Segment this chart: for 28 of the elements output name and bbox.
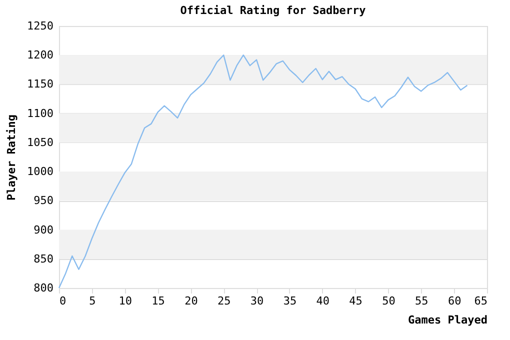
x-tick-label: 25 [217, 294, 231, 308]
x-tick-label: 55 [415, 294, 428, 308]
chart-title: Official Rating for Sadberry [180, 4, 366, 17]
y-tick-label: 800 [34, 282, 54, 294]
x-tick-label: 40 [316, 294, 330, 308]
x-tick-label: 0 [60, 294, 66, 308]
x-tick-label: 10 [118, 294, 132, 308]
x-axis-title: Games Played [408, 314, 488, 326]
x-tick-label: 20 [184, 294, 198, 308]
x-tick-label: 35 [283, 294, 297, 308]
x-tick-label: 45 [349, 294, 362, 308]
y-tick-label: 950 [34, 194, 54, 208]
x-tick-label: 30 [250, 294, 264, 308]
y-tick-label: 1000 [27, 165, 54, 178]
x-tick-label: 15 [152, 294, 165, 308]
y-tick-label: 1150 [27, 78, 54, 91]
x-tick-label: 5 [89, 294, 96, 308]
y-tick-label: 1200 [27, 48, 54, 62]
y-tick-label: 850 [34, 252, 54, 266]
y-tick-label: 1100 [27, 106, 54, 120]
line-series [58, 54, 468, 289]
y-axis-title: Player Rating [5, 114, 18, 201]
x-tick-label: 60 [448, 294, 462, 308]
y-tick-label: 900 [34, 223, 54, 236]
y-tick-label: 1250 [27, 20, 54, 32]
x-tick-label: 65 [474, 294, 488, 308]
x-tick-label: 50 [382, 294, 396, 308]
y-tick-label: 1050 [27, 136, 54, 149]
